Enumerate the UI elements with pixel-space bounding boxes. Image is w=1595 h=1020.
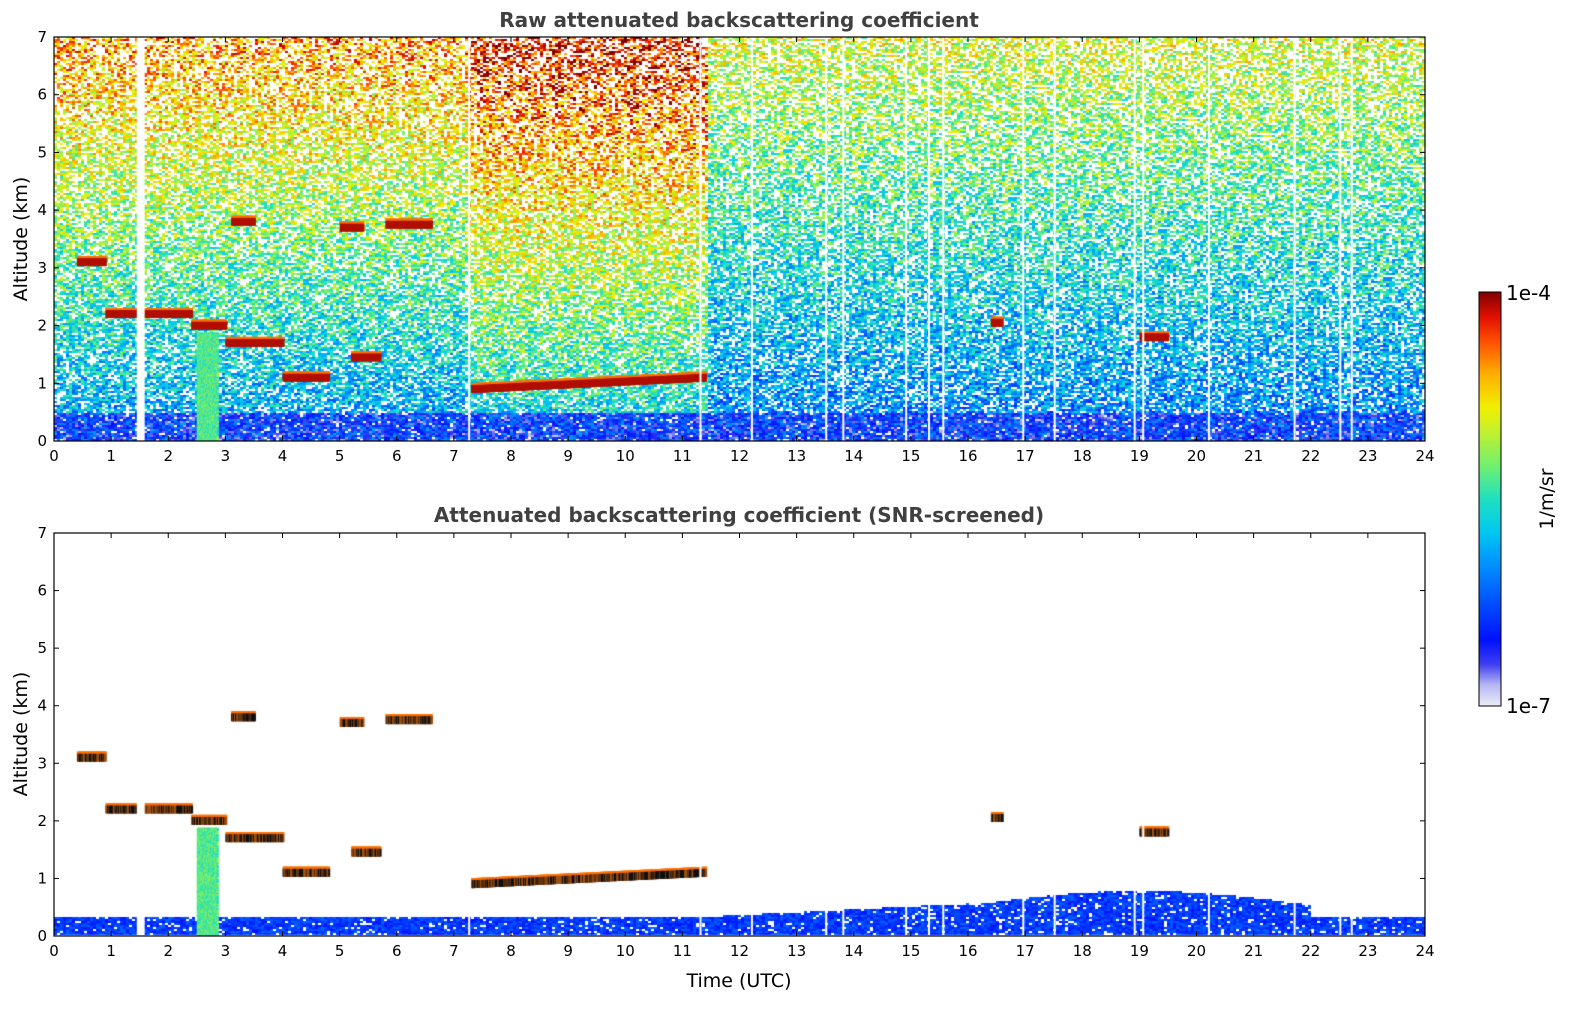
colorbar-max-label: 1e-4 <box>1506 281 1551 305</box>
y-tick-label: 2 <box>37 317 47 335</box>
heatmap-image <box>54 533 1425 936</box>
x-tick-label: 18 <box>1073 447 1092 465</box>
y-tick-label: 1 <box>37 869 47 887</box>
x-tick-label: 12 <box>730 942 749 960</box>
y-tick-label: 6 <box>37 582 47 600</box>
panel1-y-axis-label: Altitude (km) <box>10 177 32 302</box>
colorbar-min-label: 1e-7 <box>1506 694 1551 718</box>
x-tick-label: 24 <box>1415 942 1434 960</box>
x-tick-label: 21 <box>1244 447 1263 465</box>
x-tick-label: 9 <box>563 447 573 465</box>
x-tick-label: 15 <box>901 447 920 465</box>
x-tick-label: 15 <box>901 942 920 960</box>
y-tick-label: 4 <box>37 201 47 219</box>
x-tick-label: 5 <box>335 447 345 465</box>
x-tick-label: 14 <box>844 942 863 960</box>
y-tick-label: 7 <box>37 28 47 46</box>
x-tick-label: 10 <box>616 447 635 465</box>
x-tick-label: 18 <box>1073 942 1092 960</box>
x-tick-label: 22 <box>1301 942 1320 960</box>
x-tick-label: 1 <box>106 447 116 465</box>
raw-backscatter-heatmap <box>54 37 1425 441</box>
x-tick-label: 0 <box>49 942 59 960</box>
x-tick-label: 20 <box>1187 942 1206 960</box>
heatmap-image <box>54 37 1425 441</box>
x-tick-label: 22 <box>1301 447 1320 465</box>
x-tick-label: 7 <box>449 447 459 465</box>
panel2-axes: 0 1 2 3 4 5 6 7 8 9 10 11 12 13 14 15 16 17 18 19 20 21 22 23 24… <box>37 524 1434 960</box>
x-tick-label: 20 <box>1187 447 1206 465</box>
colorbar-gradient <box>1478 291 1502 707</box>
x-tick-label: 6 <box>392 447 402 465</box>
x-tick-label: 12 <box>730 447 749 465</box>
x-tick-label: 17 <box>1016 942 1035 960</box>
x-tick-label: 11 <box>673 447 692 465</box>
y-tick-label: 0 <box>37 927 47 945</box>
x-tick-label: 4 <box>278 447 288 465</box>
x-tick-label: 11 <box>673 942 692 960</box>
y-tick-label: 6 <box>37 86 47 104</box>
panel2-title: Attenuated backscattering coefficient (S… <box>434 503 1044 527</box>
x-tick-label: 24 <box>1415 447 1434 465</box>
colorbar: 1e-4 1e-7 1/m/sr <box>1478 281 1558 718</box>
x-tick-label: 5 <box>335 942 345 960</box>
x-tick-label: 23 <box>1358 447 1377 465</box>
raw-backscatter-panel: Raw attenuated backscattering coefficien… <box>10 8 1435 465</box>
x-tick-label: 19 <box>1130 942 1149 960</box>
x-tick-label: 13 <box>787 447 806 465</box>
x-tick-label: 2 <box>163 942 173 960</box>
x-tick-label: 23 <box>1358 942 1377 960</box>
colorbar-unit-label: 1/m/sr <box>1536 468 1558 529</box>
x-tick-label: 17 <box>1016 447 1035 465</box>
y-tick-label: 3 <box>37 754 47 772</box>
x-tick-label: 4 <box>278 942 288 960</box>
x-tick-label: 10 <box>616 942 635 960</box>
x-tick-label: 21 <box>1244 942 1263 960</box>
x-tick-label: 1 <box>106 942 116 960</box>
panel2-y-axis-label: Altitude (km) <box>10 672 32 797</box>
y-tick-label: 1 <box>37 374 47 392</box>
x-tick-label: 16 <box>958 942 977 960</box>
x-tick-label: 2 <box>163 447 173 465</box>
panel1-title: Raw attenuated backscattering coefficien… <box>499 8 979 32</box>
y-tick-label: 3 <box>37 259 47 277</box>
y-tick-label: 0 <box>37 432 47 450</box>
x-axis-label: Time (UTC) <box>685 970 791 992</box>
snr-screened-panel: Attenuated backscattering coefficient (S… <box>10 503 1435 992</box>
y-tick-label: 2 <box>37 812 47 830</box>
panel1-axes: 0 1 2 3 4 5 6 7 8 9 10 11 12 13 14 15 16 17 18 19 20 21 22 23 24… <box>37 28 1434 465</box>
x-tick-label: 16 <box>958 447 977 465</box>
x-tick-label: 14 <box>844 447 863 465</box>
x-tick-label: 6 <box>392 942 402 960</box>
x-tick-label: 8 <box>506 942 516 960</box>
y-tick-label: 7 <box>37 524 47 542</box>
snr-screened-heatmap <box>54 533 1425 936</box>
x-tick-label: 19 <box>1130 447 1149 465</box>
x-tick-label: 3 <box>221 447 231 465</box>
x-tick-label: 0 <box>49 447 59 465</box>
y-tick-label: 4 <box>37 697 47 715</box>
x-tick-label: 8 <box>506 447 516 465</box>
y-tick-label: 5 <box>37 639 47 657</box>
x-tick-label: 13 <box>787 942 806 960</box>
x-tick-label: 3 <box>221 942 231 960</box>
x-tick-label: 9 <box>563 942 573 960</box>
x-tick-label: 7 <box>449 942 459 960</box>
y-tick-label: 5 <box>37 143 47 161</box>
